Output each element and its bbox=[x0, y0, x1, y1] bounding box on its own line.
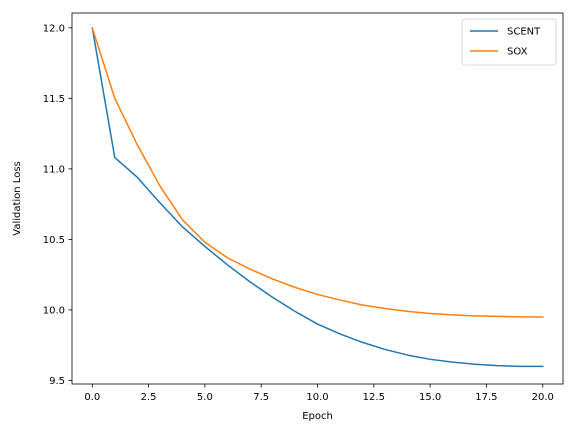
x-axis-title: Epoch bbox=[302, 411, 333, 422]
x-tick-label: 0.0 bbox=[84, 392, 100, 403]
y-axis-ticks: 9.5 10.0 10.5 11.0 11.5 12.0 bbox=[43, 23, 72, 387]
x-axis-ticks: 0.0 2.5 5.0 7.5 10.0 12.5 15.0 17.5 20.0 bbox=[84, 384, 554, 403]
legend-label-sox: SOX bbox=[507, 47, 528, 58]
x-tick-label: 15.0 bbox=[419, 392, 441, 403]
y-tick-label: 12.0 bbox=[43, 23, 65, 34]
y-axis-title: Validation Loss bbox=[12, 161, 23, 236]
series-line-scent bbox=[91, 26, 544, 368]
y-tick-label: 9.5 bbox=[49, 376, 65, 387]
plot-frame bbox=[71, 12, 564, 385]
y-tick-label: 10.5 bbox=[43, 235, 65, 246]
y-tick-label: 11.0 bbox=[43, 164, 65, 175]
y-tick-label: 11.5 bbox=[43, 94, 65, 105]
x-tick-label: 17.5 bbox=[475, 392, 497, 403]
x-tick-label: 5.0 bbox=[197, 392, 213, 403]
series-line-sox bbox=[91, 26, 544, 318]
y-tick-label: 10.0 bbox=[43, 306, 65, 317]
series-lines bbox=[91, 26, 544, 368]
legend: SCENT SOX bbox=[461, 18, 557, 66]
x-tick-label: 10.0 bbox=[306, 392, 328, 403]
x-tick-label: 7.5 bbox=[253, 392, 269, 403]
x-tick-label: 2.5 bbox=[141, 392, 157, 403]
x-tick-label: 12.5 bbox=[363, 392, 385, 403]
x-tick-label: 20.0 bbox=[532, 392, 554, 403]
legend-label-scent: SCENT bbox=[507, 27, 541, 38]
